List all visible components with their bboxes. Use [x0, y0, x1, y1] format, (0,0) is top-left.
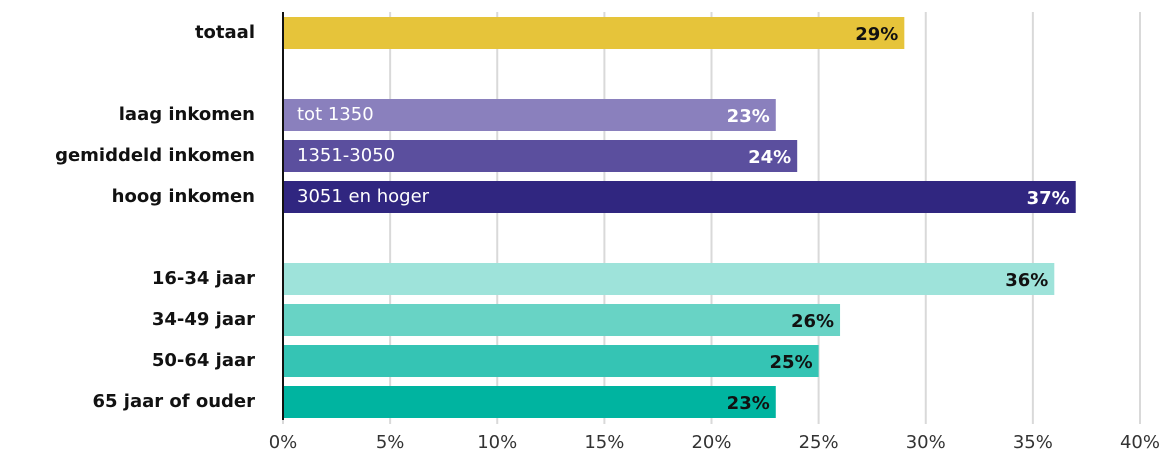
y-tick-label: totaal — [195, 22, 255, 43]
bar — [283, 345, 819, 377]
bar — [283, 99, 776, 131]
x-tick-label: 35% — [1013, 432, 1053, 453]
x-tick-label: 40% — [1120, 432, 1160, 453]
x-tick-label: 30% — [906, 432, 946, 453]
value-label: 24% — [748, 147, 791, 168]
bar-note: 3051 en hoger — [297, 186, 430, 207]
bar — [283, 181, 1076, 213]
x-tick-label: 5% — [376, 432, 405, 453]
y-tick-label: laag inkomen — [119, 104, 255, 125]
value-label: 25% — [770, 352, 813, 373]
bar — [283, 263, 1055, 295]
x-tick-label: 15% — [584, 432, 624, 453]
bar — [283, 304, 841, 336]
value-label: 26% — [791, 311, 834, 332]
bar — [283, 17, 905, 49]
value-label: 23% — [727, 393, 770, 414]
y-tick-label: 16-34 jaar — [152, 268, 255, 289]
value-label: 23% — [727, 106, 770, 127]
y-tick-label: gemiddeld inkomen — [55, 145, 255, 166]
y-tick-label: 65 jaar of ouder — [92, 391, 255, 412]
grid — [282, 12, 1141, 424]
y-tick-label: hoog inkomen — [112, 186, 255, 207]
value-label: 37% — [1027, 188, 1070, 209]
bar-note: 1351-3050 — [297, 145, 395, 166]
x-tick-label: 10% — [477, 432, 517, 453]
bars: 29% 23% tot 1350 24% 1351-3050 37% 3051 en hog… — [283, 17, 1076, 418]
value-label: 29% — [855, 24, 898, 45]
y-tick-label: 50-64 jaar — [152, 350, 255, 371]
x-tick-label: 0% — [269, 432, 298, 453]
value-label: 36% — [1005, 270, 1048, 291]
bar — [283, 140, 798, 172]
x-tick-label: 20% — [691, 432, 731, 453]
bar-note: tot 1350 — [297, 104, 374, 125]
y-tick-label: 34-49 jaar — [152, 309, 255, 330]
x-tick-label: 25% — [799, 432, 839, 453]
bar — [283, 386, 776, 418]
